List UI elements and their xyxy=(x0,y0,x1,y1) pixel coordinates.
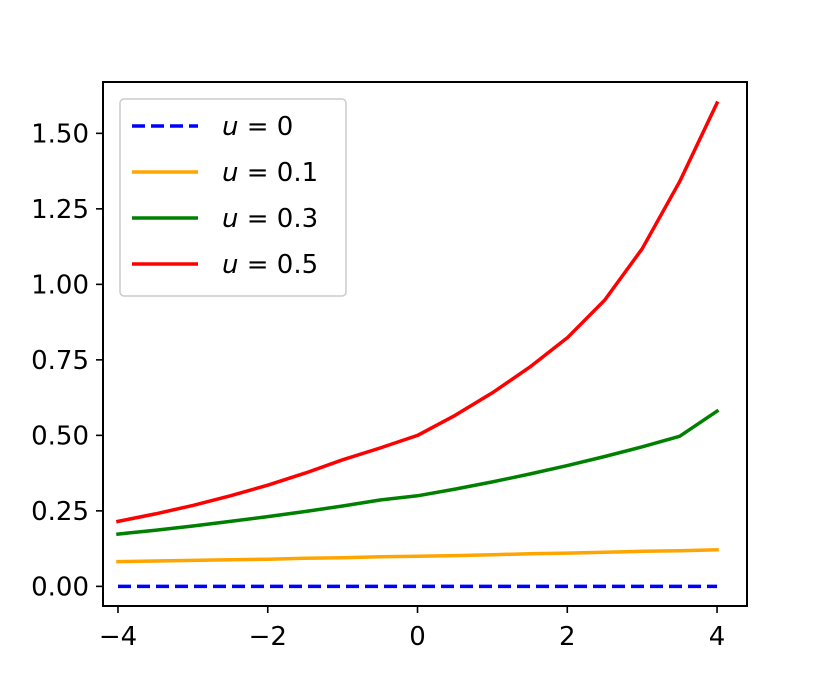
series-line-1 xyxy=(116,548,719,564)
legend-box xyxy=(119,98,347,297)
plot-lines xyxy=(115,100,720,589)
y-tick-label: 0.00 xyxy=(31,572,89,602)
x-tick-label: 0 xyxy=(409,622,426,652)
series-line-3 xyxy=(115,100,720,524)
legend-label-3: u = 0.5 xyxy=(222,250,318,280)
x-axis: −4 −2 0 2 4 xyxy=(99,606,726,652)
y-tick-label: 0.25 xyxy=(31,497,89,527)
plot-frame xyxy=(102,81,748,607)
x-tick-label: −2 xyxy=(249,622,287,652)
y-tick-label: 0.50 xyxy=(31,421,89,451)
y-axis: 0.00 0.25 0.50 0.75 1.00 1.25 1.50 xyxy=(31,119,103,602)
x-tick-label: 4 xyxy=(709,622,726,652)
y-tick-label: 1.00 xyxy=(31,270,89,300)
legend-label-2: u = 0.3 xyxy=(222,204,318,234)
y-tick-label: 1.50 xyxy=(31,119,89,149)
legend-label-0: u = 0 xyxy=(222,112,293,142)
legend: u = 0 u = 0.1 u = 0.3 u = 0.5 xyxy=(119,98,347,297)
series-line-2 xyxy=(116,408,720,537)
x-tick-label: −4 xyxy=(99,622,137,652)
y-tick-label: 0.75 xyxy=(31,346,89,376)
legend-label-1: u = 0.1 xyxy=(222,158,318,188)
x-tick-label: 2 xyxy=(559,622,576,652)
y-tick-label: 1.25 xyxy=(31,195,89,225)
